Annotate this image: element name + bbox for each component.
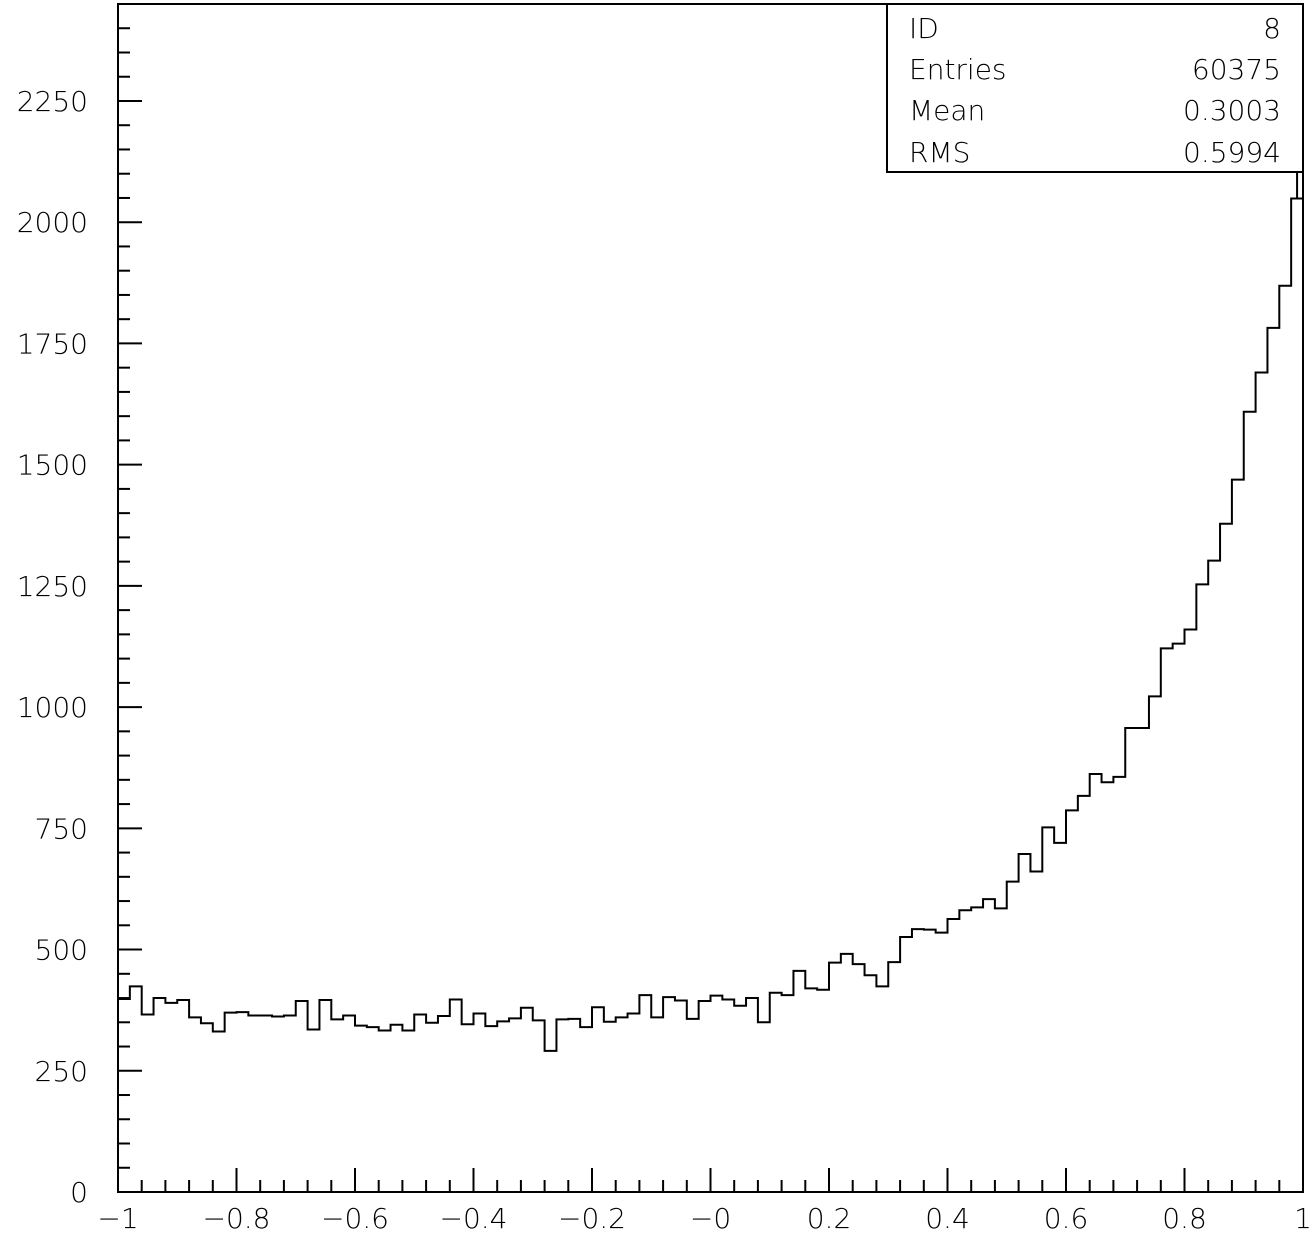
y-tick-label: 1250 bbox=[17, 570, 88, 603]
y-tick-label: 1500 bbox=[17, 449, 88, 482]
y-tick-label: 2000 bbox=[17, 206, 88, 239]
x-tick-label: −0.6 bbox=[321, 1202, 389, 1235]
x-tick-label: −0 bbox=[690, 1202, 731, 1235]
x-tick-label: −0.2 bbox=[558, 1202, 626, 1235]
x-tick-label: 0.2 bbox=[807, 1202, 852, 1235]
x-tick-label: −0.8 bbox=[203, 1202, 271, 1235]
x-tick-label: 0.6 bbox=[1044, 1202, 1089, 1235]
y-tick-label: 250 bbox=[35, 1055, 88, 1088]
x-tick-label: 0.8 bbox=[1162, 1202, 1207, 1235]
x-tick-label: 1 bbox=[1294, 1202, 1309, 1235]
x-tick-label: 0.4 bbox=[925, 1202, 970, 1235]
y-axis: 0 250 500 750 1000 1250 1500 1750 2000 2250 bbox=[17, 3, 142, 1209]
y-tick-label: 750 bbox=[35, 812, 88, 845]
stats-box: ID 8 Entries 60375 Mean 0.3003 RMS 0.599… bbox=[886, 3, 1304, 173]
stat-value-mean: 0.3003 bbox=[1183, 94, 1281, 127]
y-tick-label: 0 bbox=[70, 1176, 88, 1209]
histogram-line bbox=[117, 124, 1303, 1192]
stat-label-mean: Mean bbox=[909, 94, 985, 127]
stat-value-id: 8 bbox=[1263, 12, 1281, 45]
stat-label-rms: RMS bbox=[909, 136, 970, 169]
x-axis: −1 −0.8 −0.6 −0.4 −0.2 −0 0.2 0.4 0.6 0.8 1 bbox=[97, 1168, 1309, 1235]
x-tick-label: −1 bbox=[97, 1202, 138, 1235]
stat-value-rms: 0.5994 bbox=[1183, 136, 1281, 169]
y-tick-label: 2250 bbox=[17, 85, 88, 118]
stats-box-frame bbox=[886, 3, 1304, 173]
y-tick-label: 500 bbox=[35, 934, 88, 967]
stat-label-entries: Entries bbox=[909, 53, 1007, 86]
y-tick-label: 1750 bbox=[17, 327, 88, 360]
y-tick-label: 1000 bbox=[17, 691, 88, 724]
stat-value-entries: 60375 bbox=[1192, 53, 1281, 86]
stat-label-id: ID bbox=[909, 12, 939, 45]
x-tick-label: −0.4 bbox=[440, 1202, 508, 1235]
